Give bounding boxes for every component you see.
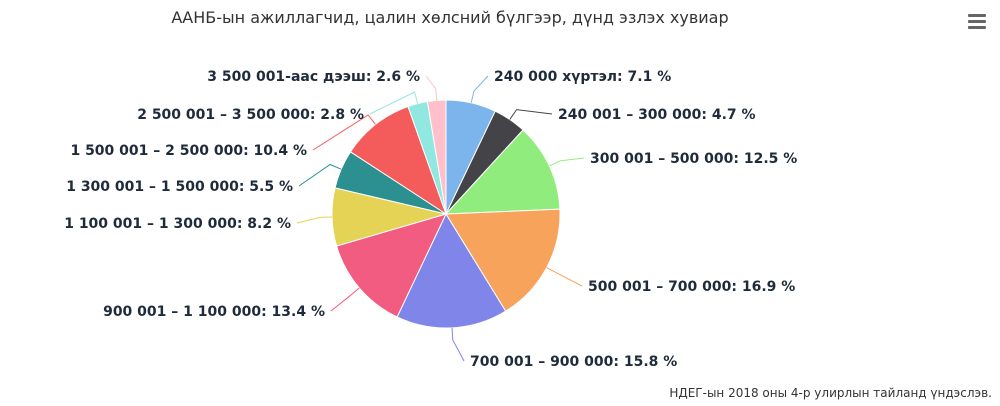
chart-credit: НДЕГ-ын 2018 оны 4-р улирлын тайланд үнд…	[669, 386, 992, 400]
label-connector-3	[549, 157, 585, 167]
slice-label-9: 1 500 001 – 2 500 000: 10.4 %	[70, 143, 307, 159]
label-connector-10	[369, 91, 419, 115]
label-connector-4	[546, 267, 583, 287]
label-connector-1	[470, 75, 489, 103]
slice-label-6: 900 001 – 1 100 000: 13.4 %	[103, 304, 325, 320]
label-connector-9	[312, 114, 376, 151]
pie-slice-3[interactable]	[444, 129, 561, 215]
slice-label-8: 1 300 001 – 1 500 000: 5.5 %	[66, 179, 293, 195]
slice-label-5: 700 001 – 900 000: 15.8 %	[470, 354, 677, 370]
label-connector-6	[330, 287, 360, 312]
pie-slice-6[interactable]	[335, 213, 447, 318]
slice-label-2: 240 001 – 300 000: 4.7 %	[558, 107, 756, 123]
slice-label-7: 1 100 001 – 1 300 000: 8.2 %	[64, 216, 291, 232]
slice-labels: 240 000 хүртэл: 7.1 % 240 001 – 300 000: …	[64, 69, 797, 370]
pie-slices	[331, 99, 561, 329]
slice-label-10: 2 500 001 – 3 500 000: 2.8 %	[137, 107, 364, 123]
label-connector-5	[451, 327, 465, 362]
chart-title: ААНБ-ын ажиллагчид, цалин хөлсний бүлгээ…	[171, 8, 729, 27]
chart-menu-button[interactable]	[968, 14, 986, 30]
hamburger-menu-icon	[968, 14, 986, 17]
label-connector-11	[425, 75, 438, 101]
slice-label-11: 3 500 001-аас дээш: 2.6 %	[207, 69, 420, 85]
pie-slice-9[interactable]	[349, 105, 447, 216]
label-connector-2	[509, 109, 553, 120]
slice-label-3: 300 001 – 500 000: 12.5 %	[590, 151, 797, 167]
slice-label-4: 500 001 – 700 000: 16.9 %	[588, 279, 795, 295]
pie-slice-5[interactable]	[396, 212, 507, 329]
label-connectors	[296, 75, 585, 362]
slice-label-1: 240 000 хүртэл: 7.1 %	[494, 69, 671, 85]
label-connector-8	[298, 163, 342, 187]
label-connector-7	[296, 216, 333, 224]
